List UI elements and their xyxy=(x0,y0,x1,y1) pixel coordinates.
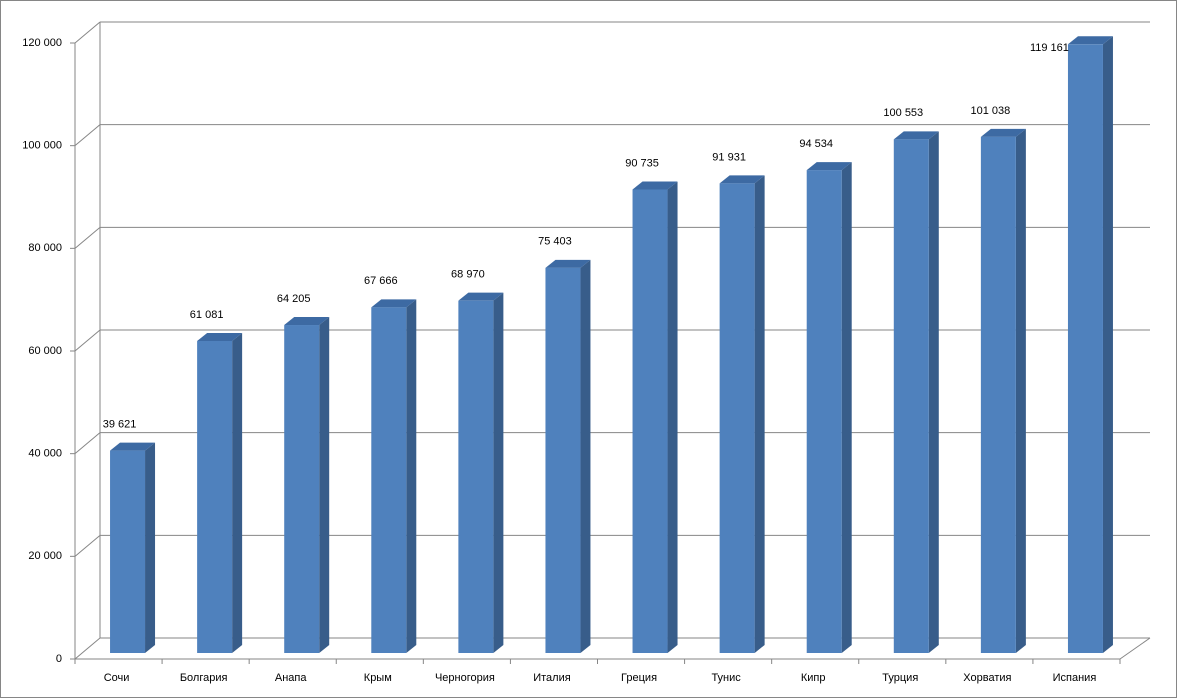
y-tick-label: 80 000 xyxy=(28,242,62,254)
grid-line xyxy=(74,637,101,660)
value-label: 119 161 xyxy=(1030,42,1069,54)
bar-top xyxy=(1067,36,1113,45)
bar-side xyxy=(1015,128,1026,654)
grid-line xyxy=(74,124,101,147)
grid-line xyxy=(74,534,101,557)
bar-side xyxy=(667,181,678,654)
bar-top xyxy=(197,332,243,341)
value-label: 91 931 xyxy=(712,151,746,163)
grid-line xyxy=(74,432,101,455)
x-tick-label: Черногория xyxy=(435,672,495,684)
y-tick-label: 0 xyxy=(56,653,62,665)
bar-side xyxy=(928,131,939,654)
x-tick-label: Тунис xyxy=(711,672,741,684)
grid-line xyxy=(74,226,101,249)
value-label: 39 621 xyxy=(103,419,137,431)
y-tick-label: 100 000 xyxy=(22,140,62,152)
bar-top xyxy=(893,131,939,140)
x-tick-label: Анапа xyxy=(275,672,307,684)
bar xyxy=(110,450,146,653)
bar-top xyxy=(284,317,330,326)
bar-side xyxy=(406,299,417,653)
bar-top xyxy=(545,259,591,268)
value-label: 64 205 xyxy=(277,293,311,305)
bar-side xyxy=(1102,36,1113,654)
x-tick-label: Хорватия xyxy=(963,672,1011,684)
bar-top xyxy=(458,292,504,301)
bar xyxy=(371,307,407,653)
bar xyxy=(632,189,668,654)
value-label: 101 038 xyxy=(970,105,1010,117)
bar xyxy=(893,139,929,654)
bar xyxy=(806,170,842,654)
y-tick-label: 60 000 xyxy=(28,345,62,357)
bar-top xyxy=(980,128,1026,137)
bar-side xyxy=(493,292,504,653)
x-tick-label: Крым xyxy=(364,672,392,684)
bar-side xyxy=(232,332,243,653)
x-tick-label: Италия xyxy=(533,672,571,684)
bar xyxy=(458,300,494,653)
bar-side xyxy=(841,162,852,654)
value-label: 100 553 xyxy=(883,107,923,119)
bar-side xyxy=(319,317,330,653)
bar-side xyxy=(580,259,591,653)
value-label: 75 403 xyxy=(538,236,572,248)
bar xyxy=(545,267,581,653)
x-tick-label: Болгария xyxy=(180,672,228,684)
bar xyxy=(719,183,755,653)
bar xyxy=(980,136,1016,654)
bar xyxy=(284,325,320,653)
value-label: 68 970 xyxy=(451,269,485,281)
bar-top xyxy=(632,181,678,190)
bar-side xyxy=(145,442,156,653)
axis-line xyxy=(1119,637,1151,660)
bar-top xyxy=(110,442,156,451)
x-tick-label: Греция xyxy=(621,672,657,684)
bar-top xyxy=(719,175,765,184)
bar-side xyxy=(754,175,765,653)
x-tick-label: Турция xyxy=(882,672,918,684)
value-label: 94 534 xyxy=(799,138,833,150)
y-tick-label: 120 000 xyxy=(22,37,62,49)
bar-top xyxy=(371,299,417,308)
value-label: 61 081 xyxy=(190,309,224,321)
grid-line xyxy=(74,21,101,44)
bar xyxy=(1067,44,1103,654)
value-label: 67 666 xyxy=(364,275,398,287)
grid-line xyxy=(74,329,101,352)
y-tick-label: 20 000 xyxy=(28,550,62,562)
bar-top xyxy=(806,162,852,171)
y-tick-label: 40 000 xyxy=(28,448,62,460)
x-tick-label: Кипр xyxy=(801,672,826,684)
x-tick-label: Испания xyxy=(1053,672,1097,684)
x-tick-label: Сочи xyxy=(104,672,130,684)
value-label: 90 735 xyxy=(625,157,659,169)
bar xyxy=(197,340,233,653)
